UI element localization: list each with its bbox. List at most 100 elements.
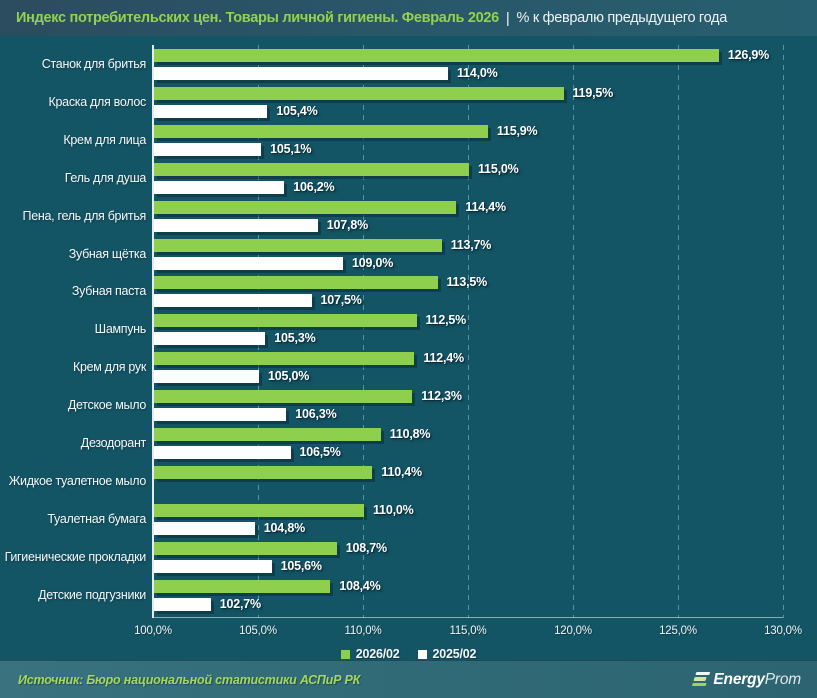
- value-label-2026: 119,5%: [572, 85, 614, 100]
- bar-2026: [154, 238, 442, 252]
- value-label-2025: 104,8%: [263, 520, 305, 535]
- chart-subtitle: % к февралю предыдущего года: [516, 10, 728, 26]
- bar-2026: [154, 465, 373, 479]
- bar-2025: [154, 332, 266, 346]
- gridline-130: [783, 45, 784, 618]
- value-label-2026: 115,0%: [478, 161, 519, 176]
- bar-2026: [154, 390, 413, 404]
- legend-swatch-2025-icon: [417, 649, 427, 659]
- value-label-2025: 114,0%: [457, 66, 498, 80]
- energyprom-wordmark: EnergyProm: [713, 670, 801, 688]
- energyprom-logo: EnergyProm: [692, 670, 801, 689]
- category-label: Пена, гель для бритья: [22, 208, 147, 223]
- footer-bar: Источник: Бюро национальной статистики А…: [0, 660, 817, 698]
- category-label: Краска для волос: [48, 94, 147, 109]
- value-label-2026: 113,7%: [450, 237, 492, 252]
- value-label-2025: 106,3%: [295, 407, 337, 422]
- x-tick-label: 115,0%: [449, 625, 487, 637]
- value-label-2026: 114,4%: [465, 199, 506, 214]
- bar-2025: [154, 256, 343, 270]
- bar-2026: [154, 49, 719, 62]
- value-label-2025: 105,1%: [270, 141, 312, 156]
- value-label-2026: 113,5%: [446, 275, 488, 290]
- category-label: Крем для рук: [72, 360, 146, 375]
- value-label-2026: 126,9%: [727, 48, 770, 62]
- value-label-2026: 112,3%: [421, 389, 462, 404]
- bar-2025: [154, 218, 318, 232]
- category-label: Дезодорант: [80, 436, 147, 450]
- x-tick-label: 130,0%: [764, 625, 802, 637]
- legend: 2026/02 2025/02: [0, 646, 817, 662]
- legend-item-2026: 2026/02: [340, 647, 400, 661]
- x-tick-label: 105,0%: [239, 625, 277, 637]
- bar-2026: [154, 428, 381, 441]
- bar-2025: [154, 521, 255, 535]
- category-label: Шампунь: [94, 322, 147, 337]
- value-label-2026: 108,4%: [339, 578, 381, 593]
- category-label: Детские подгузники: [38, 587, 146, 602]
- bar-2025: [154, 104, 268, 118]
- legend-item-2025: 2025/02: [417, 647, 477, 661]
- bar-2026: [154, 200, 457, 214]
- value-label-2025: 106,2%: [293, 179, 335, 194]
- value-label-2026: 110,0%: [373, 502, 414, 517]
- gridline-105: [258, 45, 259, 618]
- legend-label-2026: 2026/02: [355, 647, 400, 661]
- value-label-2025: 107,5%: [320, 293, 362, 308]
- legend-label-2025: 2025/02: [432, 647, 477, 661]
- category-label: Гигиенические прокладки: [4, 549, 147, 564]
- category-label: Детское мыло: [67, 398, 146, 413]
- bar-2025: [154, 597, 211, 611]
- title-bar: Индекс потребительских цен. Товары лично…: [0, 0, 817, 36]
- value-label-2025: 105,3%: [274, 331, 316, 346]
- category-label: Туалетная бумага: [47, 511, 146, 526]
- value-label-2025: 102,7%: [219, 596, 261, 611]
- bar-2026: [154, 579, 331, 593]
- value-label-2026: 110,8%: [389, 427, 431, 441]
- bar-2025: [154, 142, 262, 156]
- title-separator: |: [505, 9, 510, 27]
- bar-2025: [154, 559, 272, 573]
- bar-2026: [154, 124, 488, 138]
- value-label-2026: 115,9%: [496, 123, 538, 138]
- legend-swatch-2026-icon: [340, 649, 350, 659]
- x-tick-label: 120,0%: [554, 625, 592, 637]
- category-label: Зубная щётка: [68, 246, 147, 261]
- bar-2025: [154, 446, 291, 459]
- category-label: Станок для бритья: [41, 57, 147, 71]
- x-tick-label: 100,0%: [134, 625, 172, 637]
- bar-2026: [154, 541, 337, 555]
- value-label-2026: 112,4%: [423, 351, 464, 366]
- category-label: Крем для лица: [63, 132, 146, 147]
- gridline-125: [678, 45, 679, 618]
- gridline-110: [363, 45, 364, 618]
- value-label-2025: 107,8%: [326, 217, 368, 232]
- y-axis-line: [152, 45, 154, 618]
- bar-2026: [154, 352, 415, 366]
- bar-2025: [154, 294, 312, 308]
- value-label-2025: 105,0%: [268, 369, 310, 384]
- category-label: Зубная паста: [71, 284, 146, 299]
- x-tick-label: 110,0%: [344, 625, 382, 637]
- category-label: Гель для душа: [64, 170, 147, 185]
- gridline-120: [573, 45, 574, 618]
- value-label-2025: 106,5%: [299, 445, 341, 459]
- bar-2026: [154, 276, 438, 290]
- bar-2026: [154, 503, 364, 517]
- bar-chart: Станок для бритья 126,9% 114,0% Краска для …: [0, 36, 817, 662]
- x-axis-line: [153, 617, 783, 618]
- x-tick-label: 125,0%: [659, 625, 697, 637]
- value-label-2026: 112,5%: [425, 313, 467, 328]
- bar-2026: [154, 314, 417, 328]
- gridline-115: [468, 45, 469, 618]
- value-label-2026: 108,7%: [345, 540, 387, 555]
- bar-2025: [154, 67, 448, 80]
- bar-2026: [154, 86, 564, 100]
- value-label-2026: 110,4%: [381, 464, 422, 479]
- category-label: Жидкое туалетное мыло: [8, 473, 147, 488]
- chart-title: Индекс потребительских цен. Товары лично…: [16, 10, 499, 26]
- bar-2025: [154, 408, 287, 422]
- value-label-2025: 105,6%: [280, 558, 322, 573]
- value-label-2025: 105,4%: [276, 103, 318, 118]
